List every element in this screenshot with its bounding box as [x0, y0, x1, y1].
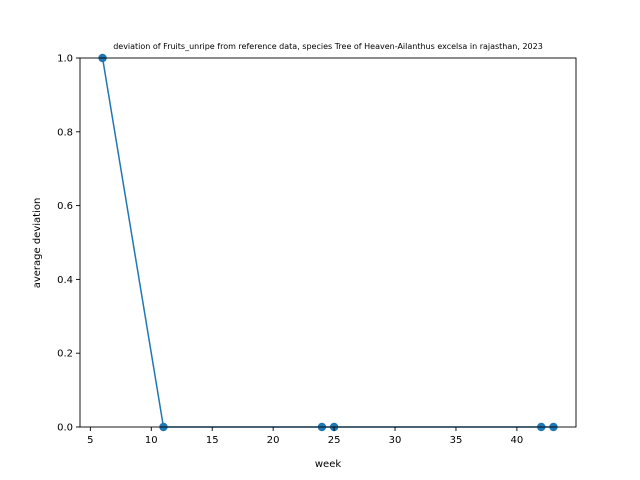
x-tick-label: 35 [450, 435, 463, 446]
y-tick-label: 0.6 [57, 201, 73, 212]
plot-frame [79, 57, 577, 428]
axes: 5 10 15 20 25 30 35 40 0.0 0.2 0.4 0.6 0.8 1.0 [57, 54, 577, 446]
x-tick-label: 20 [267, 435, 280, 446]
plot-area [98, 53, 558, 432]
x-tick-label: 40 [511, 435, 524, 446]
x-tick-label: 30 [389, 435, 402, 446]
chart-title: deviation of Fruits_unripe from referenc… [113, 42, 543, 51]
series-line [101, 57, 554, 428]
x-tick-label: 15 [206, 435, 219, 446]
x-axis-label: week [315, 459, 341, 470]
y-tick-label: 0.8 [57, 127, 73, 138]
y-axis-label: average deviation [32, 198, 43, 289]
x-tick-label: 10 [145, 435, 158, 446]
y-tick-label: 0.2 [57, 349, 73, 360]
x-tick-label: 5 [87, 435, 93, 446]
y-tick-label: 0.0 [57, 423, 73, 434]
y-tick-label: 1.0 [57, 54, 73, 65]
x-tick-label: 25 [328, 435, 341, 446]
y-tick-label: 0.4 [57, 275, 73, 286]
